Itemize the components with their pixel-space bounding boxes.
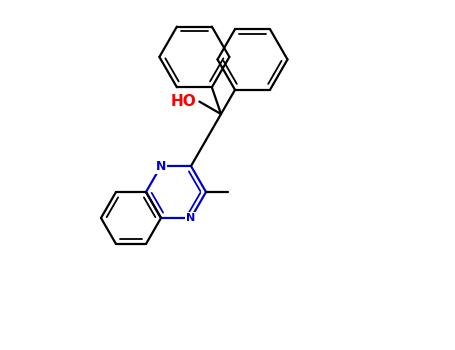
Text: HO: HO [171, 94, 197, 109]
Text: N: N [156, 160, 166, 173]
Text: N: N [187, 213, 196, 223]
